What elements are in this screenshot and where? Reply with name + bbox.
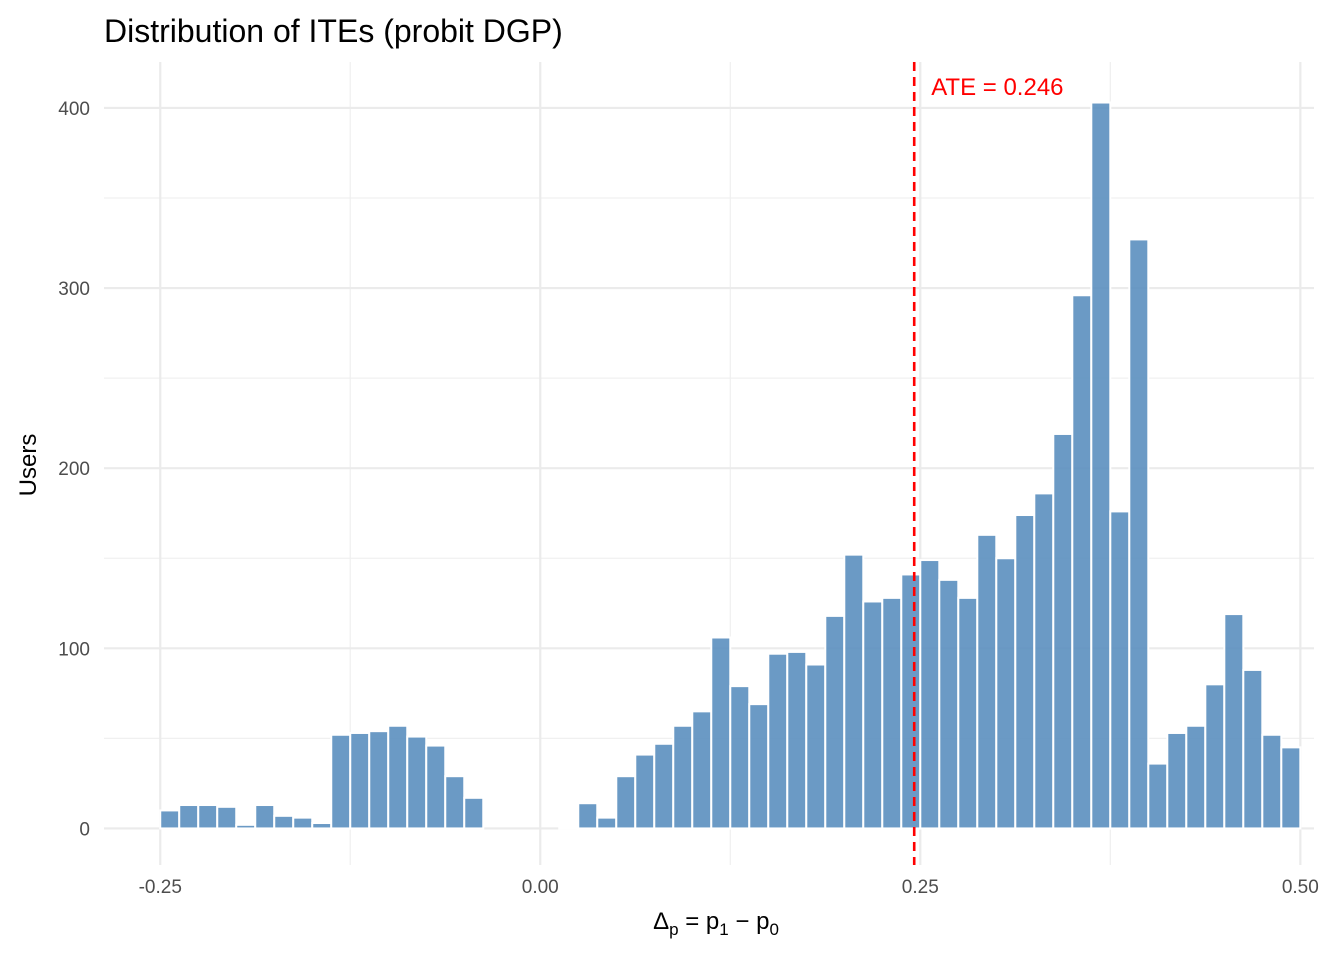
histogram-bar <box>273 814 295 830</box>
histogram-bar <box>311 822 333 830</box>
histogram-bar <box>444 775 466 830</box>
x-axis-sub-1: 1 <box>719 920 728 939</box>
histogram-bar <box>235 823 257 830</box>
histogram-bar <box>805 663 827 830</box>
histogram-bar <box>197 804 219 830</box>
x-tick-label: -0.25 <box>139 877 182 898</box>
histogram-bar <box>368 730 390 830</box>
histogram-bar <box>938 578 960 830</box>
histogram-bar <box>1014 514 1036 830</box>
x-axis-sub-0: 0 <box>769 920 778 939</box>
x-axis-eq: = p <box>679 908 720 935</box>
histogram-bar <box>1090 101 1112 830</box>
histogram-bar <box>976 533 998 830</box>
histogram-bar <box>1185 724 1207 830</box>
histogram-bar <box>1280 746 1302 830</box>
histogram-bar <box>1242 668 1264 830</box>
histogram-bar <box>1109 510 1131 830</box>
histogram-bar <box>425 744 447 830</box>
histogram-bar <box>653 742 675 830</box>
histogram-bar <box>1128 238 1150 830</box>
histogram-bar <box>1147 762 1169 830</box>
histogram-bar <box>729 685 751 830</box>
histogram-bar <box>881 596 903 830</box>
histogram-bar <box>957 596 979 830</box>
x-axis-title: Δp = p1 − p0 <box>653 908 779 939</box>
histogram-bar <box>387 724 409 830</box>
x-tick-labels: -0.25 0.00 0.25 0.50 <box>139 877 1319 898</box>
y-tick-label: 100 <box>58 639 90 660</box>
y-tick-label: 0 <box>79 819 90 840</box>
ate-annotation: ATE = 0.246 <box>931 74 1063 101</box>
x-tick-label: 0.00 <box>522 877 559 898</box>
histogram-bar <box>1166 731 1188 830</box>
histogram-bar <box>767 652 789 830</box>
x-axis-delta: Δ <box>653 908 669 935</box>
histogram-bar <box>1261 733 1283 830</box>
histogram-bar <box>710 636 732 830</box>
histogram-bar <box>178 804 200 830</box>
histogram-bar <box>596 816 618 830</box>
histogram-bar <box>330 733 352 830</box>
histogram-bar <box>577 802 599 830</box>
x-axis-sub-p: p <box>669 920 678 939</box>
histogram-bar <box>615 775 637 830</box>
y-tick-label: 400 <box>58 99 90 120</box>
x-axis-minus: − p <box>729 908 770 935</box>
histogram-bar <box>349 731 371 830</box>
y-axis-title: Users <box>15 434 42 497</box>
x-tick-label: 0.25 <box>902 877 939 898</box>
histogram-bar <box>216 805 238 830</box>
reference-line-group: ATE = 0.246 <box>912 62 1064 865</box>
histogram-bar <box>786 650 808 830</box>
y-tick-label: 200 <box>58 459 90 480</box>
histogram-bar <box>900 573 922 830</box>
y-tick-labels: 0 100 200 300 400 <box>58 99 90 841</box>
histogram-bar <box>463 796 485 830</box>
histogram-bar <box>843 553 865 830</box>
histogram-bar <box>634 753 656 830</box>
histogram-bar <box>1071 294 1093 830</box>
y-tick-label: 300 <box>58 279 90 300</box>
histogram-bar <box>1052 432 1074 830</box>
x-tick-label: 0.50 <box>1282 877 1319 898</box>
chart-title: Distribution of ITEs (probit DGP) <box>104 13 563 49</box>
histogram-bar <box>1204 683 1226 830</box>
histogram-bar <box>1033 492 1055 830</box>
histogram-bars <box>159 101 1302 830</box>
histogram-bar <box>862 600 884 830</box>
histogram-bar <box>672 724 694 830</box>
histogram-bar <box>919 559 941 830</box>
histogram-bar <box>406 735 428 830</box>
histogram-bar <box>159 809 181 830</box>
histogram-bar <box>691 710 713 830</box>
histogram-bar <box>558 825 580 830</box>
histogram-bar <box>254 804 276 830</box>
histogram-bar <box>292 816 314 830</box>
histogram-bar <box>1223 613 1245 830</box>
histogram-bar <box>824 614 846 830</box>
histogram-bar <box>995 557 1017 830</box>
histogram-bar <box>748 703 770 830</box>
